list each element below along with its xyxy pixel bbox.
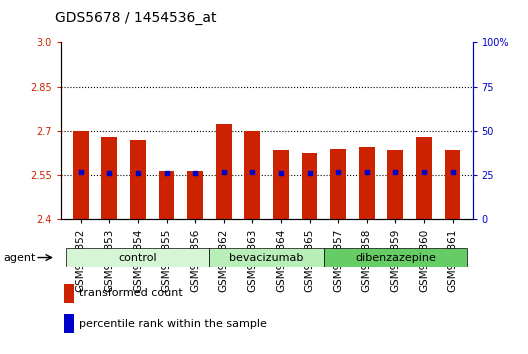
Point bbox=[277, 171, 285, 176]
Text: percentile rank within the sample: percentile rank within the sample bbox=[79, 319, 267, 329]
Text: agent: agent bbox=[3, 252, 35, 263]
Point bbox=[363, 169, 371, 175]
Bar bbox=[63, 284, 74, 303]
Point bbox=[162, 171, 171, 176]
Text: transformed count: transformed count bbox=[79, 288, 183, 298]
Text: GDS5678 / 1454536_at: GDS5678 / 1454536_at bbox=[55, 11, 217, 25]
Bar bbox=[359, 147, 374, 219]
Point bbox=[334, 169, 342, 175]
Bar bbox=[388, 150, 403, 219]
Text: control: control bbox=[119, 252, 157, 263]
Bar bbox=[301, 153, 317, 219]
Point bbox=[248, 169, 257, 175]
Bar bbox=[216, 124, 232, 219]
Point bbox=[134, 171, 142, 176]
Point bbox=[220, 169, 228, 175]
Bar bbox=[187, 171, 203, 219]
Bar bbox=[130, 140, 146, 219]
Bar bbox=[416, 137, 432, 219]
Text: bevacizumab: bevacizumab bbox=[230, 252, 304, 263]
Point bbox=[448, 169, 457, 175]
Bar bbox=[73, 131, 89, 219]
Text: dibenzazepine: dibenzazepine bbox=[355, 252, 436, 263]
Point bbox=[305, 171, 314, 176]
Point bbox=[191, 171, 200, 176]
Point bbox=[391, 169, 400, 175]
Bar bbox=[67, 248, 210, 267]
Bar bbox=[324, 248, 467, 267]
Bar bbox=[101, 137, 117, 219]
Point bbox=[77, 169, 85, 175]
Point bbox=[105, 171, 114, 176]
Bar bbox=[210, 248, 324, 267]
Bar bbox=[273, 150, 289, 219]
Bar bbox=[244, 131, 260, 219]
Bar bbox=[63, 314, 74, 333]
Bar bbox=[331, 149, 346, 219]
Point bbox=[420, 169, 428, 175]
Bar bbox=[445, 150, 460, 219]
Bar bbox=[159, 171, 174, 219]
